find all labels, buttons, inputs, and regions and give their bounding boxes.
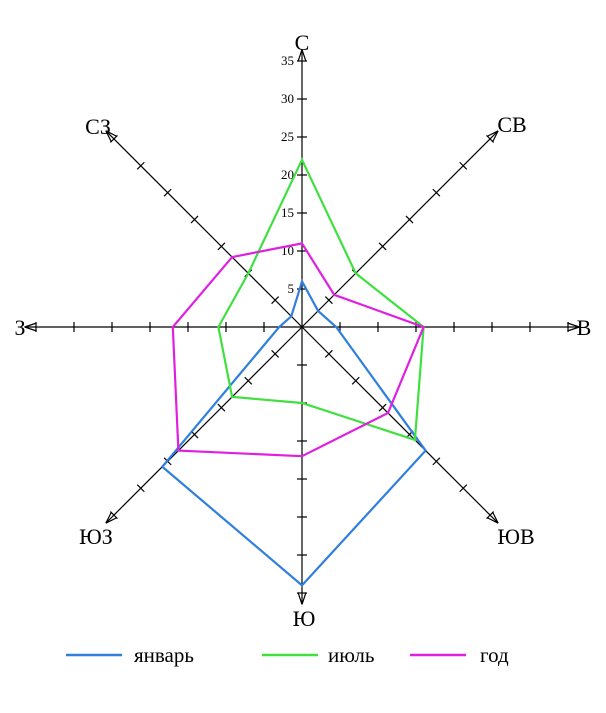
axis-1 bbox=[301, 130, 499, 328]
direction-label: ЮВ bbox=[497, 524, 534, 549]
direction-labels: С СВ В ЮВ Ю ЮЗ З СЗ bbox=[14, 30, 591, 631]
axis-7 bbox=[105, 130, 303, 328]
tick-1-3 bbox=[378, 242, 387, 251]
tick-5-6 bbox=[136, 484, 145, 493]
direction-label: З bbox=[14, 315, 25, 340]
axis-arrow-4 bbox=[297, 592, 307, 605]
tick-3-3 bbox=[378, 403, 387, 412]
tick-7-4 bbox=[190, 215, 199, 224]
tick-3-5 bbox=[432, 457, 441, 466]
tick-7-3 bbox=[217, 242, 226, 251]
tick-1-5 bbox=[432, 188, 441, 197]
tick-label: 5 bbox=[288, 281, 295, 296]
tick-1-4 bbox=[405, 215, 414, 224]
direction-label: В bbox=[577, 315, 592, 340]
tick-1-7 bbox=[486, 134, 495, 143]
series-line-1 bbox=[217, 157, 425, 442]
tick-5-2 bbox=[244, 376, 253, 385]
tick-label: 30 bbox=[281, 91, 294, 106]
tick-7-7 bbox=[109, 134, 118, 143]
axis-arrow-0 bbox=[297, 49, 307, 62]
axis-arrow-1 bbox=[486, 130, 499, 143]
tick-3-1 bbox=[324, 349, 333, 358]
series-lines bbox=[160, 157, 428, 587]
tick-7-6 bbox=[136, 161, 145, 170]
legend-label-2: год bbox=[480, 643, 509, 667]
tick-5-1 bbox=[271, 349, 280, 358]
tick-7-5 bbox=[163, 188, 172, 197]
direction-label: С bbox=[295, 30, 310, 55]
tick-7-1 bbox=[271, 296, 280, 305]
direction-label: Ю bbox=[293, 606, 316, 631]
tick-1-6 bbox=[459, 161, 468, 170]
legend: январь июль год bbox=[66, 643, 509, 667]
tick-5-3 bbox=[217, 403, 226, 412]
axis-arrow-5 bbox=[105, 511, 118, 524]
axis-3 bbox=[301, 326, 499, 524]
legend-label-0: январь bbox=[134, 643, 194, 667]
tick-label: 20 bbox=[281, 167, 294, 182]
axis-arrow-7 bbox=[105, 130, 118, 143]
tick-label: 15 bbox=[281, 205, 294, 220]
series-line-2 bbox=[171, 242, 426, 458]
legend-label-1: июль bbox=[328, 643, 374, 667]
series-line-0 bbox=[160, 278, 428, 587]
tick-label: 25 bbox=[281, 129, 294, 144]
tick-3-2 bbox=[351, 376, 360, 385]
direction-label: СЗ bbox=[85, 114, 111, 139]
axis-arrow-6 bbox=[24, 322, 37, 332]
axis-arrow-2 bbox=[567, 322, 580, 332]
tick-1-1 bbox=[324, 296, 333, 305]
tick-label: 35 bbox=[281, 53, 294, 68]
tick-3-6 bbox=[459, 484, 468, 493]
tick-3-7 bbox=[486, 511, 495, 520]
axis-arrow-3 bbox=[486, 511, 499, 524]
direction-label: ЮЗ bbox=[79, 524, 113, 549]
axis-5 bbox=[105, 326, 303, 524]
direction-label: СВ bbox=[497, 112, 526, 137]
tick-5-7 bbox=[109, 511, 118, 520]
